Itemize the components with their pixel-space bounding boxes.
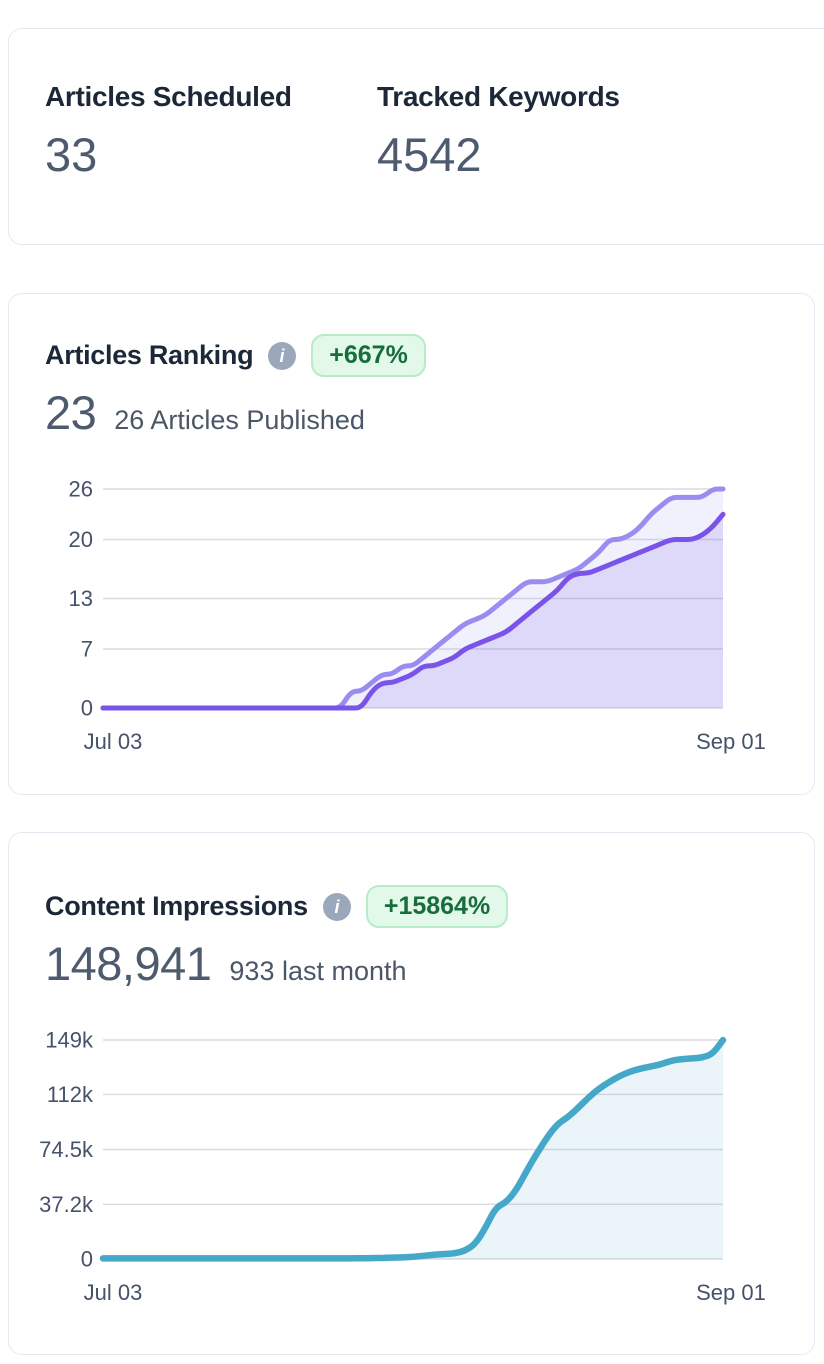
info-icon[interactable]: i	[268, 341, 297, 370]
svg-text:13: 13	[69, 586, 93, 611]
svg-text:7: 7	[81, 637, 93, 662]
stat-articles-scheduled: Articles Scheduled 33	[45, 81, 377, 244]
metric-value: 23	[45, 386, 97, 439]
stat-value: 4542	[377, 128, 482, 181]
svg-text:74.5k: 74.5k	[39, 1137, 94, 1162]
metric-subtitle: 26 Articles Published	[114, 405, 365, 435]
svg-text:0: 0	[81, 696, 93, 721]
articles-ranking-card: Articles Ranking i +667% 23 26 Articles …	[8, 293, 815, 795]
svg-text:26: 26	[69, 477, 93, 502]
svg-text:37.2k: 37.2k	[39, 1192, 94, 1217]
metric-row: 23 26 Articles Published	[9, 385, 814, 440]
svg-text:112k: 112k	[47, 1082, 94, 1107]
svg-text:Jul 03: Jul 03	[84, 729, 143, 754]
growth-badge: +15864%	[365, 885, 509, 928]
svg-text:Sep 01: Sep 01	[696, 729, 766, 754]
svg-text:149k: 149k	[45, 1028, 94, 1053]
svg-text:i: i	[334, 897, 340, 917]
svg-text:0: 0	[81, 1247, 93, 1272]
card-title: Content Impressions	[45, 891, 308, 921]
stat-value: 33	[45, 128, 98, 181]
svg-text:Sep 01: Sep 01	[696, 1280, 766, 1305]
stat-tracked-keywords: Tracked Keywords 4542	[377, 81, 709, 244]
stat-label: Articles Scheduled	[45, 81, 292, 112]
svg-text:i: i	[280, 346, 286, 366]
content-impressions-card: Content Impressions i +15864% 148,941 93…	[8, 832, 815, 1355]
metric-row: 148,941 933 last month	[9, 936, 814, 991]
info-icon[interactable]: i	[322, 892, 351, 921]
stat-label: Tracked Keywords	[377, 81, 620, 112]
svg-text:20: 20	[69, 527, 93, 552]
card-header: Articles Ranking i +667%	[9, 294, 814, 377]
card-title: Articles Ranking	[45, 340, 254, 370]
metric-value: 148,941	[45, 937, 212, 990]
articles-ranking-chart: 0 7 13 20 26 Jul 03 Sep 01	[9, 474, 816, 774]
summary-stats-card: Articles Scheduled 33 Tracked Keywords 4…	[8, 28, 824, 245]
content-impressions-chart: 0 37.2k 74.5k 112k 149k Jul 03 Sep 01	[9, 1025, 816, 1325]
card-header: Content Impressions i +15864%	[9, 833, 814, 928]
svg-text:Jul 03: Jul 03	[84, 1280, 143, 1305]
growth-badge: +667%	[311, 334, 426, 377]
metric-subtitle: 933 last month	[229, 956, 407, 986]
